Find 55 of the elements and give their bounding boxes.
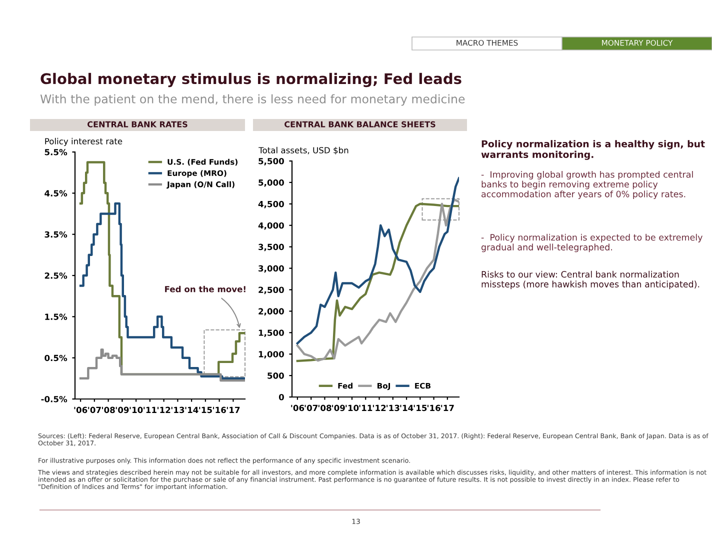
x-tick-label: '09 [332, 404, 345, 412]
y-tick-label: 2,000 [258, 308, 284, 316]
x-tick-label: '12 [158, 406, 170, 413]
x-tick-label: '07 [304, 404, 318, 412]
y-tick-label: 2,500 [258, 286, 284, 294]
text: Risks to our view: Central bank normalization missteps (more hawkish moves than anticipated). [482, 270, 700, 290]
y-tick-label: 5.5% [44, 148, 68, 156]
y-tick-label: 5,000 [258, 179, 284, 187]
text: Global monetary stimulus is normalizing; Fed leads [40, 72, 462, 88]
y-tick-label: 5,500 [258, 158, 284, 166]
y-tick-label: 500 [268, 372, 284, 379]
x-tick-label: '13 [171, 406, 184, 414]
y-tick-label: 3,000 [258, 265, 284, 273]
x-tick-label: '11 [144, 406, 156, 413]
x-tick-label: '17 [441, 404, 454, 411]
x-tick-label: '06 [74, 406, 88, 414]
text: - Improving global growth has prompted central banks to begin removing extreme policy accommodation after years of 0% policy rates. [481, 170, 693, 200]
x-tick-label: '15 [414, 404, 427, 412]
x-tick-label: '14 [185, 406, 198, 413]
x-tick-label: '17 [226, 406, 240, 413]
x-tick-label: '08 [102, 406, 115, 414]
y-tick-label: 2.5% [44, 272, 68, 279]
x-tick-label: '10 [346, 404, 359, 412]
text: With the patient on the mend, there is less need for monetary medicine [40, 94, 465, 106]
y-tick-label: 4,500 [258, 200, 284, 208]
x-tick-label: '16 [213, 406, 226, 414]
line-series [296, 177, 459, 344]
y-tick-label: 4.5% [44, 190, 68, 196]
y-tick-label: 0 [278, 394, 284, 400]
y-tick-label: 1,000 [258, 351, 284, 358]
text: - Policy normalization is expected to be extremely gradual and well-telegraphed. [481, 234, 702, 252]
chart-title: CENTRAL BANK RATES [88, 121, 188, 128]
x-tick-label: '08 [318, 404, 332, 412]
y-tick-label: 4,000 [258, 222, 284, 230]
x-tick-label: '16 [428, 404, 440, 412]
y-tick-label: 1.5% [45, 314, 68, 320]
x-tick-label: '10 [130, 406, 143, 414]
y-axis-title: Total assets, USD $bn [258, 146, 348, 154]
y-tick-label: 0.5% [44, 354, 68, 362]
x-tick-label: '12 [372, 404, 386, 411]
chart-title: CENTRAL BANK BALANCE SHEETS [284, 121, 436, 128]
y-tick-label: 3.5% [44, 231, 68, 238]
x-tick-label: '13 [386, 404, 400, 412]
y-axis-title: Policy interest rate [45, 138, 122, 146]
x-tick-label: '06 [291, 404, 304, 412]
y-tick-label: -0.5% [41, 396, 68, 402]
y-tick-label: 3,500 [258, 244, 284, 252]
annotation: Fed on the move! [165, 286, 246, 292]
x-tick-label: '11 [359, 404, 372, 411]
x-tick-label: '09 [116, 406, 129, 414]
x-tick-label: '07 [88, 406, 101, 414]
x-tick-label: '14 [400, 404, 414, 411]
x-tick-label: '15 [199, 406, 212, 414]
y-tick-label: 1,500 [258, 330, 284, 337]
text: Policy normalization is a healthy sign, but warrants monitoring. [481, 140, 705, 160]
